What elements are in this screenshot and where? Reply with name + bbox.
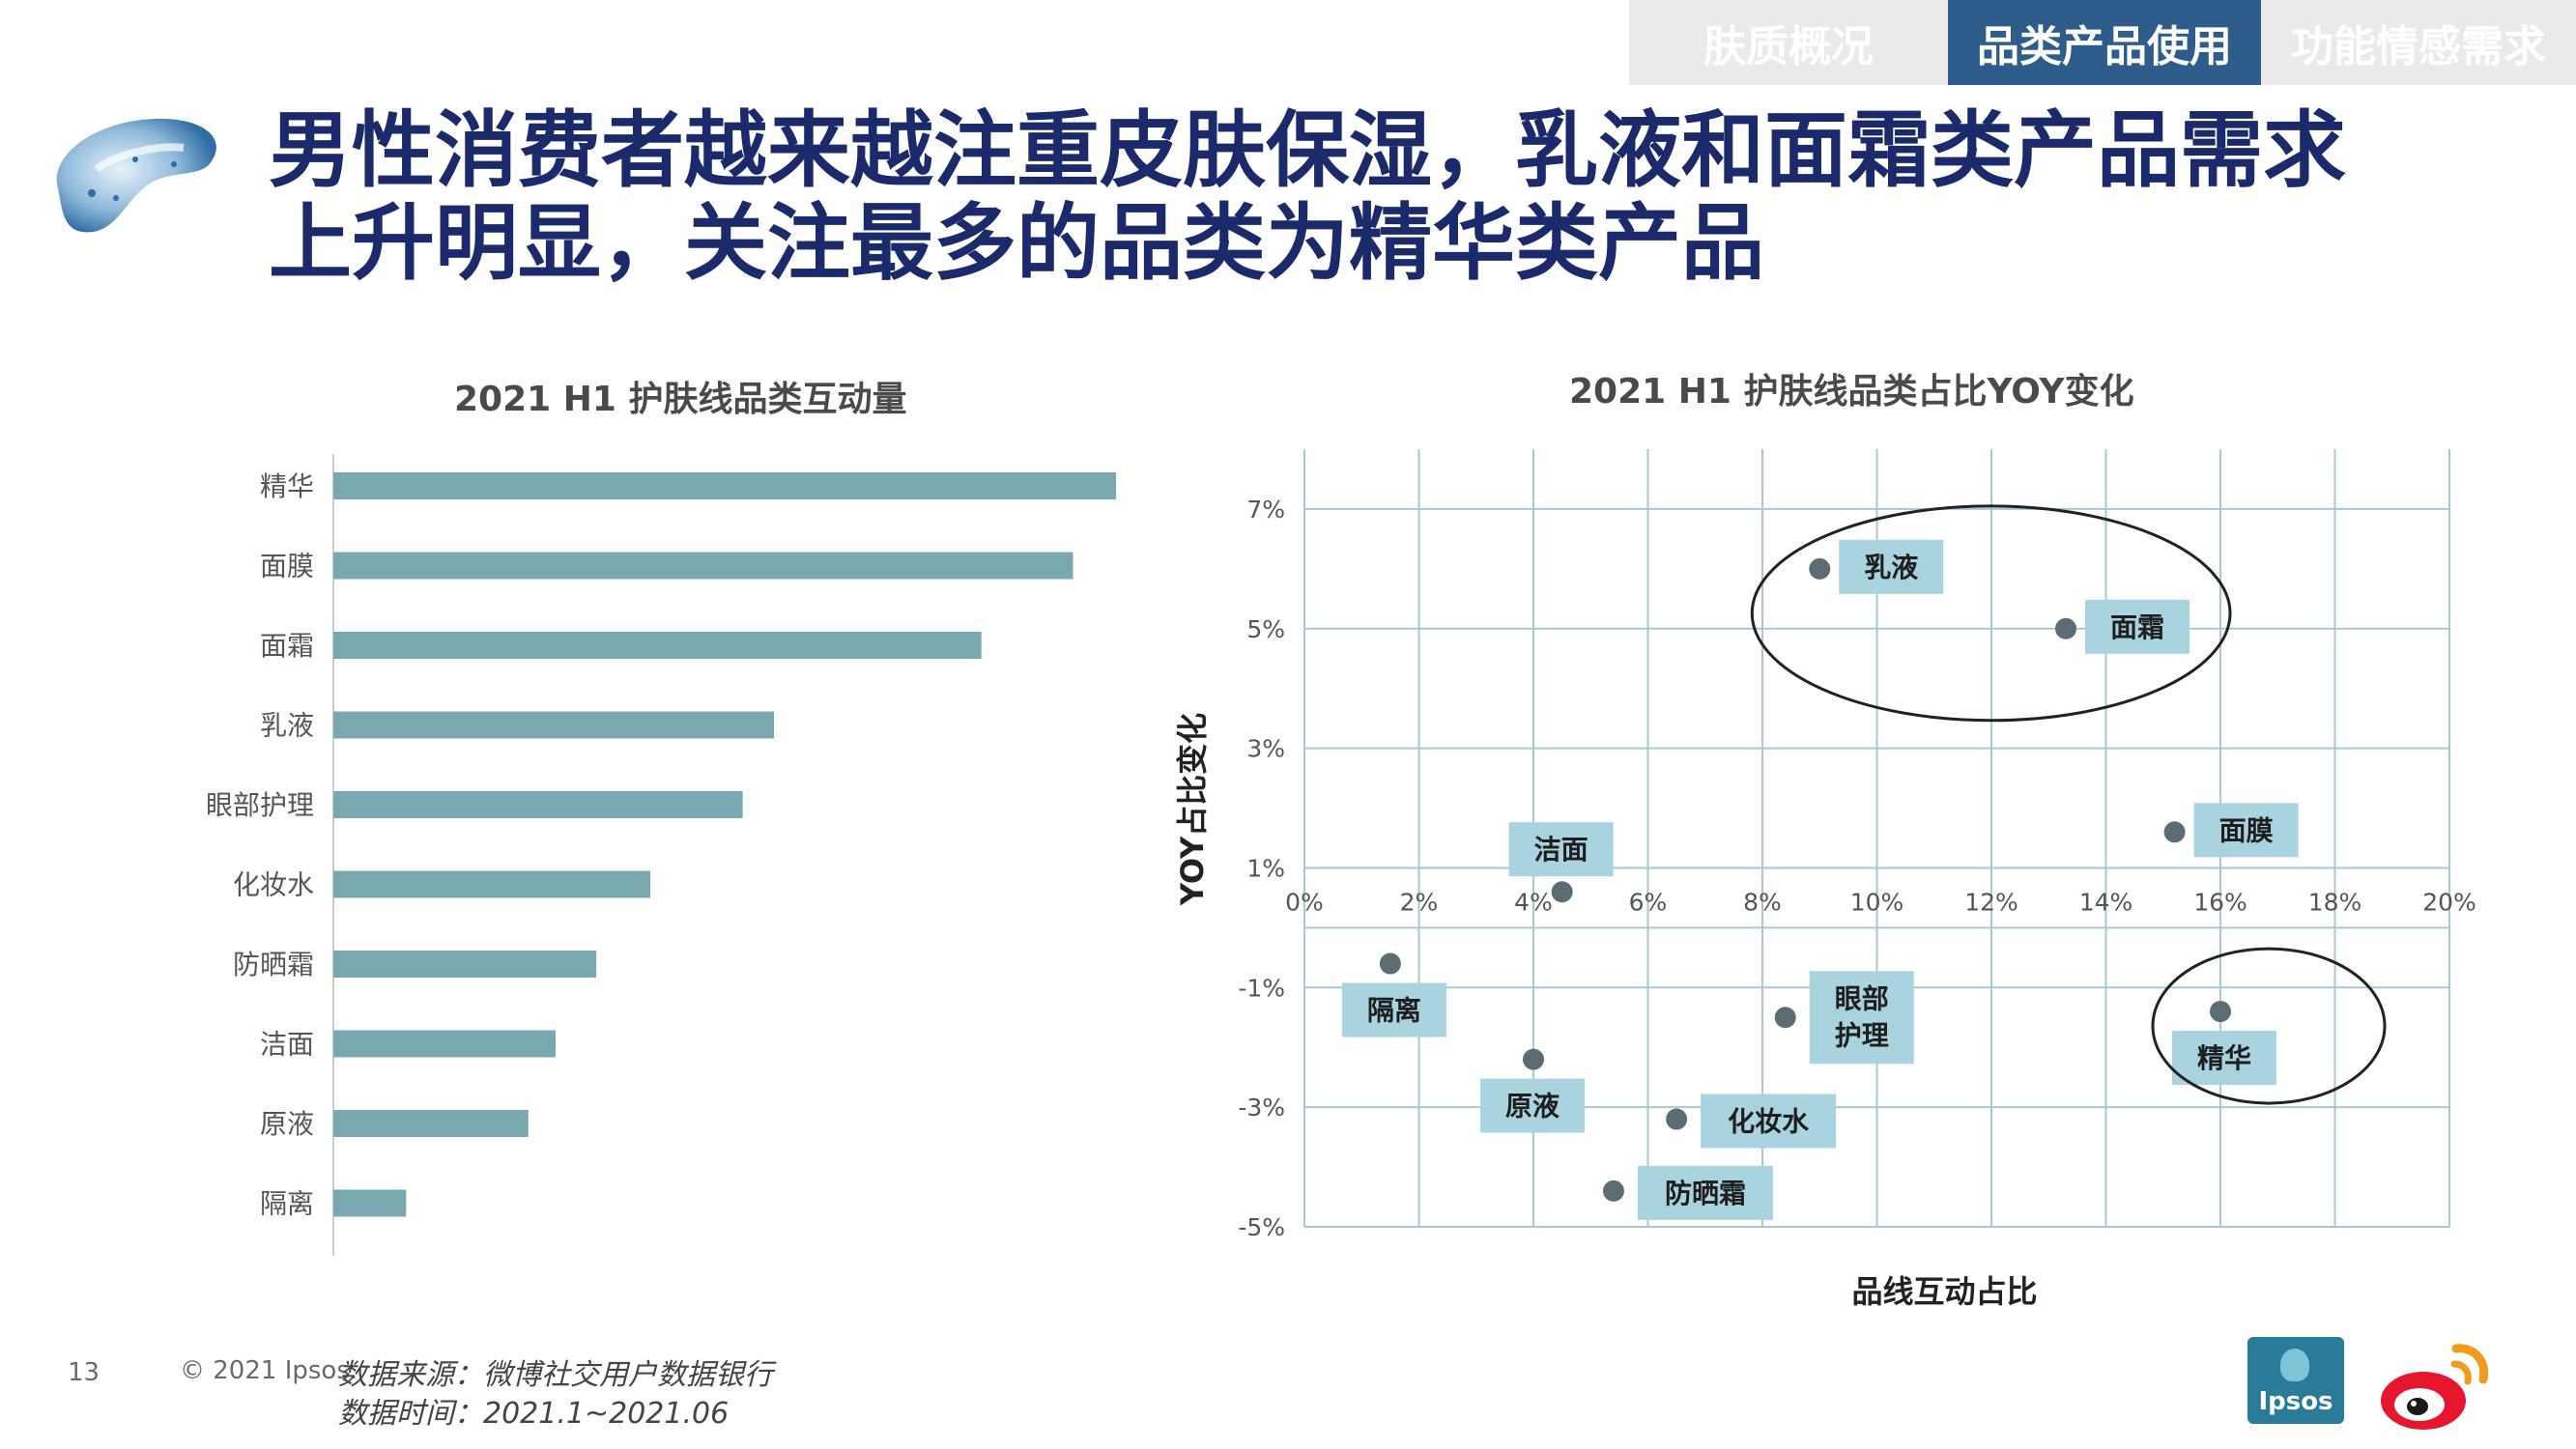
point-label-box bbox=[1809, 971, 1914, 1065]
scatter-point bbox=[1551, 881, 1573, 903]
y-axis-title: YOY占比变化 bbox=[1174, 713, 1211, 906]
scatter-point bbox=[1602, 1179, 1624, 1202]
bar-category-label: 眼部护理 bbox=[206, 789, 314, 821]
x-tick-label: 18% bbox=[2308, 888, 2362, 916]
x-tick-label: 20% bbox=[2422, 888, 2476, 916]
bar-7 bbox=[333, 1030, 557, 1058]
tab-function-emotion[interactable]: 功能情感需求 bbox=[2261, 0, 2576, 85]
lotion-smear-icon bbox=[56, 118, 216, 233]
ipsos-logo-text: Ipsos bbox=[2258, 1387, 2333, 1416]
x-tick-label: 12% bbox=[1964, 888, 2018, 916]
point-label-box bbox=[1839, 539, 1944, 594]
tab-skin-overview[interactable]: 肤质概况 bbox=[1629, 0, 1948, 85]
point-label-box bbox=[2172, 1031, 2276, 1086]
copyright: © 2021 Ipsos. bbox=[180, 1356, 358, 1385]
point-label-box bbox=[1480, 1078, 1585, 1133]
point-label: 洁面 bbox=[1534, 834, 1589, 866]
y-tick-label: 7% bbox=[1246, 496, 1285, 524]
highlight-ellipse bbox=[2151, 947, 2387, 1105]
x-tick-label: 10% bbox=[1850, 888, 1904, 916]
bar-3 bbox=[333, 711, 775, 739]
page-number: 13 bbox=[68, 1358, 100, 1387]
scatter-point bbox=[2055, 617, 2077, 639]
weibo-logo-icon bbox=[2381, 1344, 2489, 1430]
scatter-point bbox=[1666, 1108, 1688, 1130]
point-label-box bbox=[1508, 822, 1614, 877]
section-tabs: 肤质概况 品类产品使用 功能情感需求 bbox=[1629, 0, 2576, 85]
point-label: 防晒霜 bbox=[1665, 1178, 1746, 1209]
scatter-point bbox=[2210, 1001, 2231, 1023]
x-tick-label: 8% bbox=[1743, 888, 1782, 916]
scatter-point bbox=[1774, 1007, 1796, 1029]
x-tick-label: 14% bbox=[2079, 888, 2133, 916]
scatter-chart-title: 2021 H1 护肤线品类占比YOY变化 bbox=[1569, 372, 2134, 412]
bar-6 bbox=[333, 951, 597, 978]
x-tick-label: 6% bbox=[1629, 888, 1668, 916]
x-tick-label: 16% bbox=[2193, 888, 2247, 916]
data-source-line2: 数据时间：2021.1~2021.06 bbox=[338, 1397, 730, 1431]
point-label: 眼部 bbox=[1835, 982, 1889, 1014]
bar-category-label: 隔离 bbox=[260, 1188, 314, 1220]
y-tick-label: -1% bbox=[1238, 974, 1285, 1002]
ipsos-bubble bbox=[2280, 1349, 2309, 1381]
ipsos-logo-icon: Ipsos bbox=[2247, 1337, 2344, 1424]
bar-category-label: 化妆水 bbox=[233, 869, 314, 901]
page-title: 男性消费者越来越注重皮肤保湿，乳液和面霜类产品需求 上升明显，关注最多的品类为精… bbox=[269, 104, 2530, 290]
data-source-line1: 数据来源：微博社交用户数据银行 bbox=[338, 1358, 773, 1392]
point-label: 乳液 bbox=[1864, 552, 1918, 583]
bar-category-label: 面霜 bbox=[260, 630, 314, 662]
bar-category-label: 原液 bbox=[260, 1108, 314, 1140]
point-label-box bbox=[1701, 1094, 1837, 1149]
data-source: 数据来源：微博社交用户数据银行 数据时间：2021.1~2021.06 bbox=[338, 1356, 773, 1434]
scatter-point bbox=[1379, 952, 1401, 975]
scatter-point bbox=[2163, 821, 2186, 843]
highlight-ellipse bbox=[1750, 504, 2232, 723]
x-tick-label: 4% bbox=[1514, 888, 1553, 916]
bar-category-label: 乳液 bbox=[260, 710, 314, 742]
point-label: 护理 bbox=[1835, 1019, 1889, 1051]
bar-0 bbox=[333, 472, 1116, 499]
scatter-point bbox=[1523, 1048, 1544, 1070]
page-title-line1: 男性消费者越来越注重皮肤保湿，乳液和面霜类产品需求 bbox=[269, 102, 2346, 199]
bar-5 bbox=[333, 870, 651, 898]
bar-4 bbox=[333, 791, 743, 818]
y-tick-label: 1% bbox=[1246, 854, 1285, 882]
bar-9 bbox=[333, 1189, 407, 1217]
point-label: 原液 bbox=[1505, 1091, 1560, 1122]
point-label-box bbox=[1637, 1165, 1773, 1220]
yoy-scatter-chart: 0% 2% 4% 6% 8% 10% 12% 14% 16% 18% 20% 7% 5% 3% 1% -1% -… bbox=[1174, 449, 2476, 1310]
bar-category-label: 洁面 bbox=[260, 1029, 314, 1061]
bar-category-label: 面膜 bbox=[260, 551, 314, 582]
bar-category-label: 精华 bbox=[260, 470, 314, 502]
bar-category-label: 防晒霜 bbox=[233, 949, 314, 980]
y-tick-label: 3% bbox=[1246, 735, 1285, 763]
bar-1 bbox=[333, 552, 1073, 580]
point-label: 面霜 bbox=[2110, 611, 2164, 643]
y-tick-label: 5% bbox=[1246, 615, 1285, 643]
point-label: 精华 bbox=[2197, 1042, 2251, 1074]
point-label-box bbox=[2193, 803, 2299, 858]
point-label: 隔离 bbox=[1367, 995, 1421, 1027]
point-label: 面膜 bbox=[2219, 814, 2274, 846]
x-tick-label: 2% bbox=[1400, 888, 1439, 916]
y-tick-label: -5% bbox=[1238, 1213, 1285, 1241]
bar-8 bbox=[333, 1110, 529, 1137]
bar-chart-title: 2021 H1 护肤线品类互动量 bbox=[454, 380, 907, 419]
scatter-point bbox=[1809, 557, 1831, 580]
point-label: 化妆水 bbox=[1728, 1106, 1810, 1138]
y-tick-label: -3% bbox=[1238, 1094, 1285, 1122]
x-tick-label: 0% bbox=[1285, 888, 1324, 916]
bar-2 bbox=[333, 632, 982, 659]
tab-category-usage[interactable]: 品类产品使用 bbox=[1948, 0, 2261, 85]
page-title-line2: 上升明显，关注最多的品类为精华类产品 bbox=[269, 195, 1764, 292]
point-label-box bbox=[2085, 599, 2190, 654]
x-axis-title: 品线互动占比 bbox=[1851, 1273, 2037, 1310]
point-label-box bbox=[1341, 982, 1446, 1037]
